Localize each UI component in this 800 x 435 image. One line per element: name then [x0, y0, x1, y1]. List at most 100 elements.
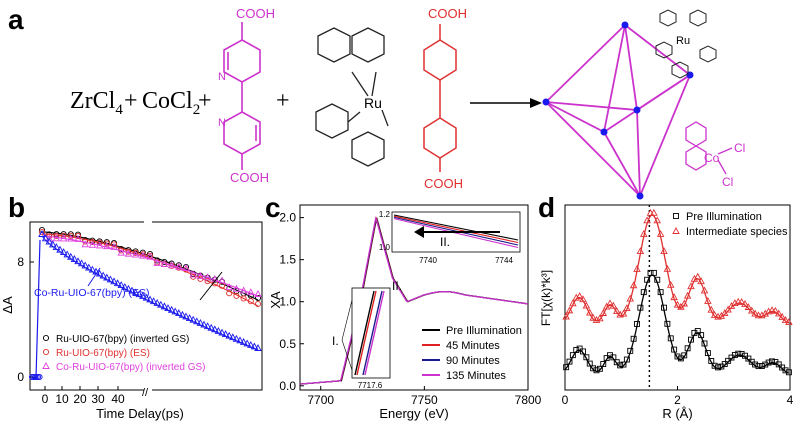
data-point [196, 271, 205, 279]
data-point [59, 234, 68, 242]
data-point [99, 271, 107, 279]
data-point [77, 259, 86, 267]
data-point [741, 299, 749, 307]
x-tick-label: 0 [42, 392, 49, 406]
data-point [583, 354, 590, 361]
x-axis-label: R (Å) [662, 406, 692, 421]
data-point [677, 302, 685, 310]
data-point [737, 298, 746, 305]
data-point [185, 314, 194, 322]
data-point [765, 359, 772, 366]
inset-line [393, 214, 519, 241]
data-point [52, 234, 61, 242]
ru-dicarboxy-bpy [423, 24, 457, 172]
data-point [674, 353, 681, 360]
x-axis-label: Time Delay(ps) [96, 406, 184, 421]
data-point [566, 358, 573, 365]
data-point [103, 240, 110, 247]
data-point [734, 297, 743, 305]
data-point [226, 290, 233, 297]
data-point [88, 240, 97, 248]
mof-ru-complex [655, 9, 717, 79]
x-tick-label: 7750 [411, 393, 438, 407]
inset-line [393, 218, 519, 249]
inset-y-tick-label: 1.0 [379, 243, 391, 252]
data-point [250, 342, 259, 350]
data-point [572, 293, 581, 301]
data-point [735, 350, 742, 357]
ru-cooh-top: COOH [428, 6, 467, 21]
data-point [225, 331, 233, 339]
data-point [95, 241, 104, 249]
data-point [612, 307, 621, 314]
data-point [146, 252, 154, 260]
data-point [650, 208, 658, 216]
data-point [636, 247, 645, 255]
legend-marker [42, 362, 50, 369]
data-point [569, 352, 576, 359]
data-point [254, 300, 262, 308]
data-point [751, 309, 759, 317]
data-point [240, 295, 247, 302]
data-point [204, 278, 211, 285]
data-point [203, 322, 212, 330]
plot-frame [299, 204, 529, 391]
x-tick-label: 10 [55, 392, 69, 406]
plus-sign-1: + [124, 88, 138, 114]
region-label: II. [392, 279, 402, 293]
axis-break-mask [144, 218, 152, 226]
inset-line [393, 215, 519, 244]
data-point [785, 369, 792, 376]
data-point [74, 257, 82, 265]
data-point [720, 309, 729, 317]
data-point [701, 340, 708, 347]
data-point [74, 234, 82, 242]
data-point [221, 330, 230, 338]
data-point [673, 300, 682, 308]
fit-line [41, 233, 259, 307]
data-point [121, 282, 129, 290]
data-point [698, 332, 705, 339]
arrow-head-icon [530, 98, 542, 108]
data-point [707, 305, 716, 313]
data-point [683, 291, 692, 299]
data-point [254, 344, 262, 351]
data-point [775, 361, 782, 368]
x-tick-label: 2 [674, 393, 681, 407]
data-point [661, 304, 667, 311]
data-point [142, 293, 151, 301]
data-point [693, 272, 702, 280]
data-point [623, 304, 631, 312]
inset-line [354, 290, 375, 376]
data-point [53, 232, 60, 239]
y-tick-label: 2.0 [279, 211, 296, 225]
data-point [167, 305, 176, 313]
data-point [585, 308, 594, 316]
data-point [214, 327, 223, 334]
data-point [580, 348, 586, 355]
data-point [684, 345, 691, 352]
data-point [175, 309, 183, 317]
ru-cooh-bottom: COOH [424, 176, 463, 191]
data-point [768, 306, 776, 314]
inset-x-tick-label: 7717.6 [358, 381, 383, 390]
n-atom: N [218, 117, 226, 129]
fit-line [41, 235, 259, 351]
data-point [196, 319, 205, 326]
legend-marker [42, 348, 50, 356]
data-point [758, 363, 765, 369]
data-point [680, 299, 689, 307]
data-point [590, 365, 597, 372]
data-point [711, 362, 718, 369]
inset-x-tick-label: 7740 [419, 256, 437, 265]
legend-label: Pre Illumination [686, 211, 762, 223]
legend-label: 45 Minutes [446, 340, 500, 352]
data-point [667, 335, 674, 342]
y-axis-label: ΔA [0, 296, 15, 314]
mof-ru-label: Ru [676, 35, 690, 47]
data-point [254, 294, 262, 302]
data-point [149, 297, 158, 305]
data-point [761, 309, 770, 317]
legend-marker [673, 213, 679, 219]
axis-break-icon: // [142, 387, 149, 399]
